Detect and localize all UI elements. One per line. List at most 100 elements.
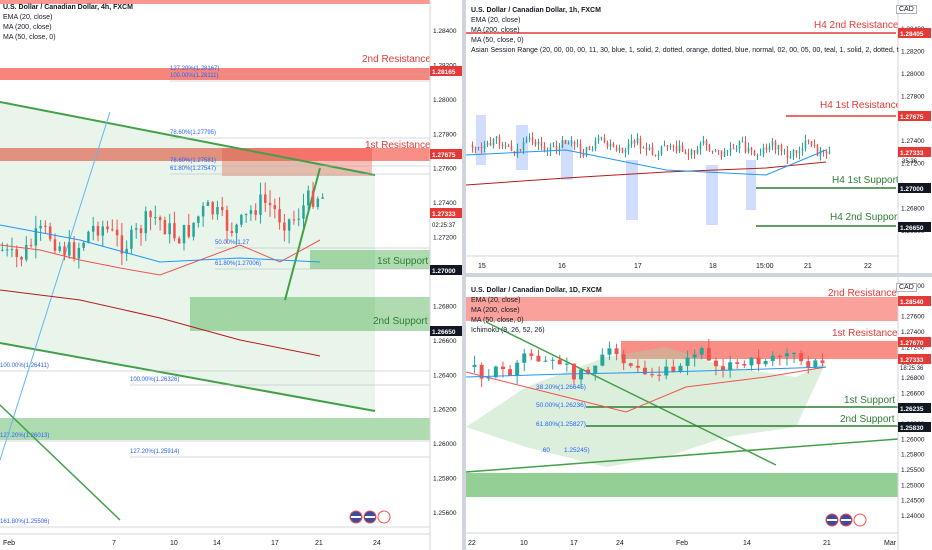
- candle-1d-candle: [784, 353, 789, 357]
- chart-4h-panel[interactable]: 127.20%(1.28167) 100.00%(1.28111) 78.60%(1…: [0, 0, 462, 550]
- candle-1d-candle: [515, 362, 520, 376]
- candle-1h-candle: [672, 145, 675, 147]
- ema-line: [466, 366, 827, 413]
- candle-1h-candle: [747, 147, 750, 153]
- fib-label: 127.20%(1.26013): [0, 433, 49, 439]
- candle-1h-candle: [588, 146, 591, 150]
- candle-1h-candle: [723, 151, 726, 157]
- candle-1h-candle: [642, 147, 645, 149]
- candle-1h-candle: [510, 146, 513, 152]
- ma200-line: [466, 161, 827, 186]
- candle-1h-candle: [495, 136, 498, 139]
- panel-divider-vertical[interactable]: [462, 0, 466, 550]
- time-tick: 15: [478, 263, 486, 270]
- ma200-line: [0, 289, 321, 357]
- candle-1d-candle: [642, 367, 647, 375]
- price-tick: 1.27600: [901, 314, 925, 321]
- candle-1h-candle: [489, 142, 492, 146]
- price-axis-bg: [898, 277, 932, 550]
- candle-1h-candle: [825, 151, 828, 154]
- candle-1h-candle: [717, 150, 720, 152]
- price-tick: 1.28000: [901, 71, 925, 78]
- time-tick: 14: [213, 540, 221, 547]
- candle-1h-candle: [819, 150, 822, 156]
- time-tick: 7: [112, 540, 116, 547]
- candle-4h-candle: [216, 207, 219, 215]
- price-tick: 1.24500: [901, 498, 925, 505]
- candle-1h-candle: [756, 155, 759, 157]
- candle-1h-candle: [585, 146, 588, 157]
- res1-price-tag: 1.27675: [432, 152, 456, 159]
- trend-line-blue: [0, 111, 111, 461]
- panel-divider-horizontal[interactable]: [466, 273, 932, 277]
- candle-1h-candle: [627, 143, 630, 150]
- candle-1h-candle: [567, 143, 570, 145]
- sup1-price-tag-bg: [898, 403, 931, 413]
- time-tick: 21: [823, 540, 831, 547]
- candle-4h-candle: [125, 248, 128, 254]
- chart-4h-canvas[interactable]: 127.20%(1.28167)100.00%(1.28111) 78.60%(1…: [0, 0, 462, 550]
- candle-1h-candle: [708, 144, 711, 151]
- chart-1h-panel[interactable]: H4 2nd Resistance H4 1st Resistance H4 1st…: [466, 0, 932, 273]
- candle-4h-candle: [58, 246, 61, 251]
- sup2-label: 2nd Support: [373, 316, 428, 327]
- candle-1h-candle: [702, 140, 705, 144]
- chart-1h-indicator: MA (200, close): [471, 27, 520, 34]
- trend-line-support: [466, 438, 899, 473]
- candle-4h-candle: [130, 229, 133, 249]
- price-tick: 1.26200: [433, 407, 457, 414]
- candle-1h-candle: [705, 140, 708, 145]
- fib-label: 1.25245): [564, 447, 590, 454]
- candle-4h-candle: [297, 218, 300, 220]
- price-tick: 1.27200: [901, 344, 925, 351]
- candle-4h-candle: [44, 225, 47, 227]
- candle-1h-candle: [741, 141, 744, 143]
- candle-1h-candle: [765, 147, 768, 150]
- candle-1h-candle: [528, 137, 531, 140]
- candle-1h-candle: [738, 141, 741, 149]
- sup2-price-tag: 1.25830: [900, 425, 924, 432]
- sup1-price-tag-bg: [898, 183, 931, 193]
- res1-zone: [621, 341, 898, 359]
- candle-4h-candle: [96, 225, 100, 236]
- candle-4h-candle: [230, 230, 234, 234]
- time-tick: 24: [373, 540, 381, 547]
- chart-1d-panel[interactable]: 38.20%(1.26645) 50.00%(1.26236) 61.80%(1.2…: [466, 277, 932, 550]
- candle-1h-candle: [684, 151, 687, 154]
- chart-1h-header: U.S. Dollar / Canadian Dollar, 1h, FXCM …: [471, 6, 899, 56]
- candle-1h-candle: [699, 143, 702, 150]
- candle-4h-candle: [278, 209, 281, 223]
- chart-1h-canvas[interactable]: H4 2nd Resistance H4 1st Resistance H4 1st…: [466, 0, 932, 273]
- fib-label: 61.80%(1.27006): [215, 261, 261, 267]
- price-tick: 1.28200: [901, 48, 925, 55]
- candle-4h-candle: [225, 210, 229, 231]
- candle-1h-candle: [597, 138, 600, 141]
- candle-1h-candle: [633, 140, 636, 144]
- sup2-price-tag-bg: [430, 326, 462, 336]
- candle-1h-candle: [711, 150, 714, 152]
- fib-label: 127.20%(1.28167): [170, 66, 219, 72]
- price-tick: 1.26000: [901, 436, 925, 443]
- candle-1h-candle: [768, 146, 771, 150]
- candle-4h-candle: [187, 225, 191, 237]
- fib-label: 100.00%(1.28111): [170, 73, 218, 79]
- candle-4h-candle: [249, 210, 253, 214]
- last-price-tag: 1.27333: [900, 357, 924, 364]
- candle-1h-candle: [639, 138, 642, 149]
- price-tick: 1.27800: [433, 131, 457, 138]
- candle-4h-candle: [5, 249, 9, 251]
- candle-4h-candle: [134, 228, 138, 230]
- candle-1h-candle: [630, 140, 633, 144]
- chart-4h-indicator: MA (50, close, 0): [3, 34, 56, 41]
- sup1-label: 1st Support: [377, 256, 428, 267]
- res1-price-tag-bg: [898, 337, 931, 347]
- candle-1d-candle: [806, 361, 811, 368]
- candle-4h-candle: [87, 231, 90, 243]
- time-tick: 17: [634, 263, 642, 270]
- res2-price-tag: 1.28165: [432, 69, 456, 76]
- res1-price-tag: 1.27670: [900, 340, 924, 347]
- candle-4h-candle: [163, 220, 167, 235]
- asian-session-box: [516, 125, 528, 170]
- chart-1d-canvas[interactable]: 38.20%(1.26645) 50.00%(1.26236) 61.80%(1.2…: [466, 277, 932, 550]
- fib-label: 50.00%(1.27: [215, 240, 250, 246]
